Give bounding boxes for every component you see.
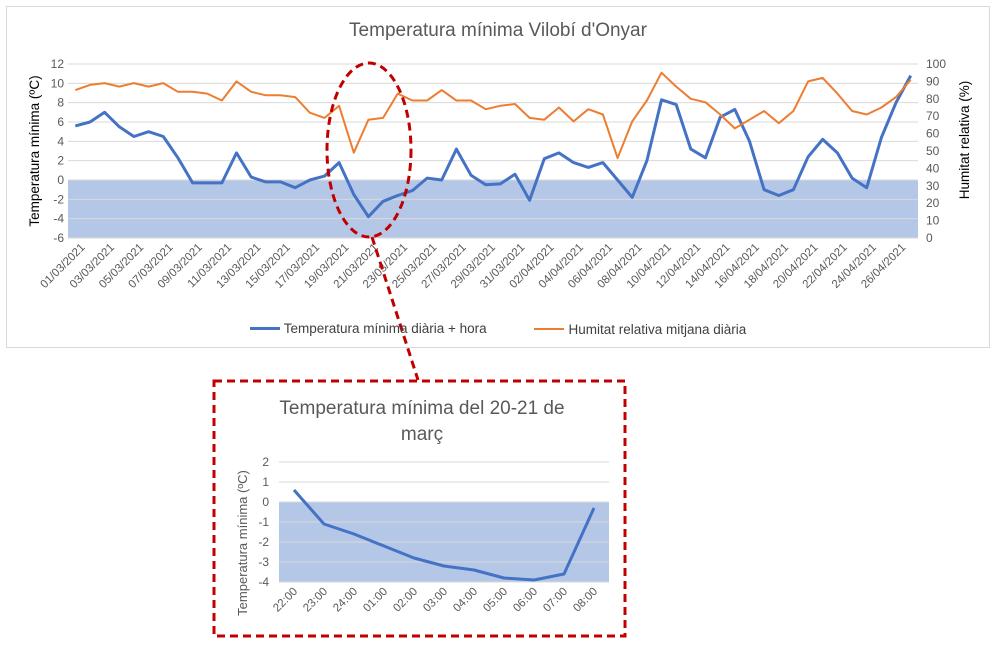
y-tick-label: 2 <box>57 154 64 168</box>
zoom-y-tick-label: -4 <box>258 575 269 589</box>
legend-swatch-temperature <box>249 327 280 330</box>
y2-tick-label: 40 <box>926 161 940 175</box>
zoom-x-tick-label: 07:00 <box>541 586 570 615</box>
zoom-y-tick-label: 0 <box>262 495 269 509</box>
y-tick-label: -2 <box>53 192 64 206</box>
zoom-y-axis-label: Temperatura mínima (ºC) <box>235 470 250 616</box>
main-chart-area <box>6 6 990 348</box>
main-legend: Temperatura mínima diària + hora Humitat… <box>6 318 990 337</box>
series-line-humidity <box>74 71 912 159</box>
zoom-x-tick-label: 01:00 <box>361 586 390 615</box>
legend-label-temperature: Temperatura mínima diària + hora <box>283 321 487 336</box>
zoom-x-tick-label: 02:00 <box>391 586 420 615</box>
main-y-axis-label-left: Temperatura mínima (ºC) <box>27 75 42 226</box>
y-tick-label: 10 <box>51 76 65 90</box>
zoom-series-line-temperature <box>292 489 596 582</box>
zoom-y-tick-label: -3 <box>258 555 269 569</box>
zoom-y-tick-label: -1 <box>258 515 269 529</box>
series-line-temperature <box>74 74 913 219</box>
legend-label-humidity: Humitat relativa mitjana diària <box>568 321 747 337</box>
zoom-x-tick-label: 06:00 <box>511 586 540 615</box>
main-chart-title: Temperatura mínima Vilobí d'Onyar <box>349 20 647 41</box>
zoom-x-tick-label: 24:00 <box>331 586 360 615</box>
y2-tick-label: 90 <box>926 74 940 88</box>
y-tick-label: 6 <box>57 115 64 129</box>
highlight-ellipse <box>325 61 413 239</box>
y2-tick-label: 60 <box>926 127 940 141</box>
y2-tick-label: 80 <box>926 92 940 106</box>
y-tick-label: -6 <box>53 231 64 245</box>
zoom-title-line2: març <box>400 424 444 445</box>
zoom-x-tick-label: 23:00 <box>301 586 330 615</box>
zoom-y-tick-label: 2 <box>262 455 269 469</box>
zoom-x-tick-label: 04:00 <box>451 586 480 615</box>
y-tick-label: 12 <box>51 57 65 71</box>
below-zero-band <box>68 180 918 238</box>
y2-tick-label: 50 <box>926 144 940 158</box>
legend-item-humidity: Humitat relativa mitjana diària <box>534 322 746 337</box>
y-tick-label: 0 <box>57 173 64 187</box>
zoom-title-line1: Temperatura mínima del 20-21 de <box>279 398 565 419</box>
zoom-x-tick-label: 22:00 <box>271 586 300 615</box>
main-plot: -6-4-2024681012010203040506070809010001/… <box>39 57 947 291</box>
zoom-x-tick-label: 08:00 <box>571 586 600 615</box>
y2-tick-label: 30 <box>926 179 940 193</box>
y2-tick-label: 70 <box>926 109 940 123</box>
zoom-chart-title: Temperatura mínima del 20-21 de març <box>222 396 622 448</box>
y-tick-label: 8 <box>57 96 64 110</box>
zoom-y-tick-label: 1 <box>262 475 269 489</box>
zoom-plot: -4 -3 -2 -1 0 1 2 22:00 23:00 24:00 01:00 02:00 03:0… <box>258 455 609 614</box>
main-y-axis-label-right: Humitat relativa (%) <box>957 81 972 200</box>
y2-tick-label: 0 <box>926 231 933 245</box>
zoom-box <box>212 379 627 638</box>
zoom-x-tick-label: 05:00 <box>481 586 510 615</box>
y-tick-label: 4 <box>57 134 64 148</box>
y2-tick-label: 100 <box>926 57 946 71</box>
legend-item-temperature: Temperatura mínima diària + hora <box>249 321 487 336</box>
legend-swatch-humidity <box>534 328 565 330</box>
zoom-x-tick-label: 03:00 <box>421 586 450 615</box>
annotation-callout <box>212 61 627 638</box>
zoom-y-tick-label: -2 <box>258 535 269 549</box>
y2-tick-label: 10 <box>926 214 940 228</box>
y-tick-label: -4 <box>53 212 64 226</box>
y2-tick-label: 20 <box>926 196 940 210</box>
